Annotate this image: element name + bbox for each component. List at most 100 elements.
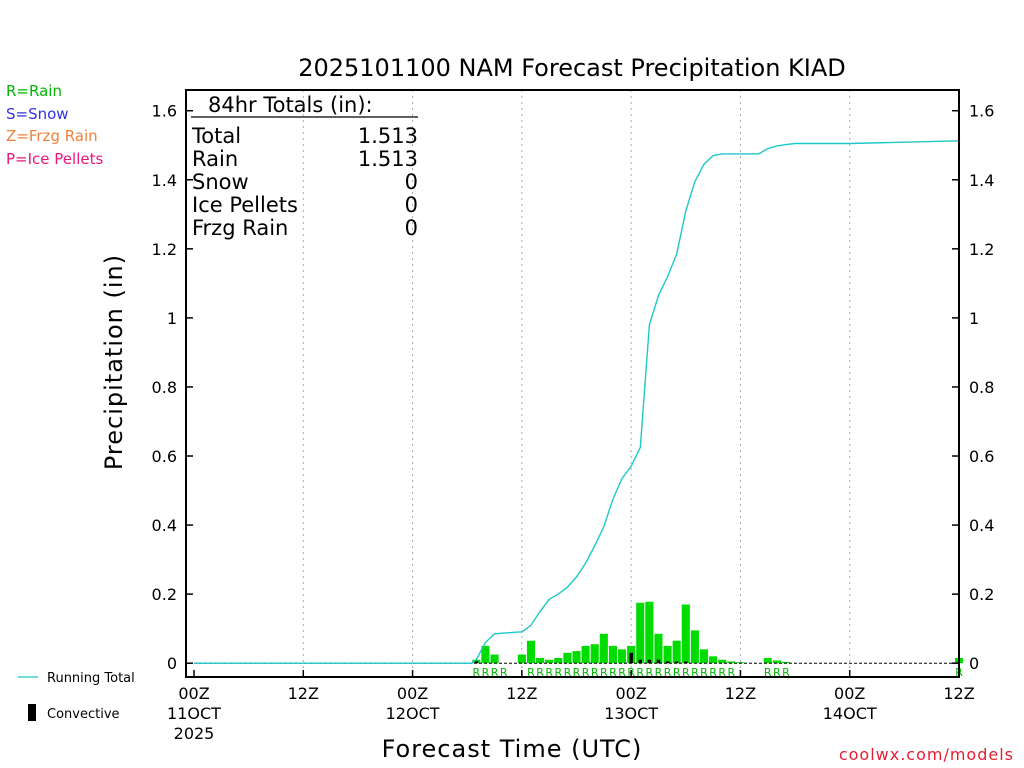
convective-bar-hour-50: [647, 659, 652, 664]
ptype-marker-1-57: R: [709, 666, 717, 679]
running-total-group: [194, 140, 960, 664]
totals-title: 84hr Totals (in):: [208, 93, 373, 117]
ptype-marker-2-64: R: [773, 666, 781, 679]
convective-bar-hour-53: [674, 661, 679, 664]
precip-bar-hour-41: [563, 652, 572, 664]
ptype-marker-1-50: R: [646, 666, 654, 679]
precip-bar-hour-42: [572, 651, 581, 664]
totals-value-snow: 0: [405, 170, 418, 194]
precip-bar-hour-47: [617, 649, 627, 664]
precip-bar-hour-39: [545, 659, 554, 664]
ptype-marker-1-56: R: [700, 666, 708, 679]
ytick-label-left-1: 0.2: [152, 585, 177, 604]
ptype-marker-0-34: R: [500, 666, 508, 679]
totals-box: 84hr Totals (in): Total 1.513 Rain 1.513…: [191, 93, 418, 240]
ptype-marker-1-37: R: [527, 666, 535, 679]
xtick-label-date-6: 14OCT: [823, 704, 877, 723]
y-axis-label: Precipitation (in): [100, 254, 128, 470]
ptype-marker-1-58: R: [718, 666, 726, 679]
legend-frzg-rain: Z=Frzg Rain: [6, 127, 98, 145]
ytick-label-left-2: 0.4: [152, 516, 177, 535]
ytick-label-right-8: 1.6: [969, 102, 994, 121]
totals-label-snow: Snow: [192, 170, 249, 194]
ptype-marker-1-51: R: [655, 666, 663, 679]
ptype-marker-1-47: R: [618, 666, 626, 679]
convective-bars: [474, 652, 688, 664]
xtick-label-time-7: 12Z: [943, 684, 974, 703]
ytick-label-left-0: 0: [167, 654, 177, 673]
ytick-label-right-4: 0.8: [969, 378, 994, 397]
precip-bar-hour-49: [636, 602, 645, 664]
legend-snow: S=Snow: [6, 105, 69, 123]
ptype-marker-1-54: R: [682, 666, 690, 679]
totals-value-total: 1.513: [358, 124, 418, 148]
ptype-marker-1-45: R: [600, 666, 608, 679]
ytick-label-left-4: 0.8: [152, 378, 177, 397]
precip-bar-hour-36: [517, 654, 526, 664]
ptype-marker-1-53: R: [673, 666, 681, 679]
precip-bar-hour-33: [490, 654, 499, 664]
ptype-marker-0-31: R: [472, 666, 480, 679]
ptype-marker-1-52: R: [664, 666, 672, 679]
ytick-label-left-6: 1.2: [152, 240, 177, 259]
ptype-marker-2-63: R: [764, 666, 772, 679]
precip-bars: [472, 601, 964, 664]
xtick-label-time-1: 12Z: [288, 684, 319, 703]
legend-rain: R=Rain: [6, 82, 62, 100]
precip-bar-hour-64: [772, 660, 781, 664]
xtick-label-time-6: 00Z: [834, 684, 865, 703]
precip-bar-hour-37: [526, 640, 536, 664]
totals-value-frzg-rain: 0: [405, 216, 418, 240]
precip-bar-hour-44: [590, 644, 599, 664]
chart-title: 2025101100 NAM Forecast Precipitation KI…: [298, 54, 846, 82]
ytick-label-left-5: 1: [167, 309, 177, 328]
precip-bar-hour-59: [727, 661, 736, 664]
totals-value-rain: 1.513: [358, 147, 418, 171]
ptype-marker-0-32: R: [482, 666, 490, 679]
ptype-marker-1-41: R: [564, 666, 572, 679]
ytick-label-right-2: 0.4: [969, 516, 994, 535]
plot-frame: [185, 89, 960, 678]
legend-ice-pellets: P=Ice Pellets: [6, 150, 103, 168]
precip-bar-hour-32: [481, 645, 490, 664]
xtick-label-year-0: 2025: [174, 724, 215, 743]
ptype-marker-1-42: R: [573, 666, 581, 679]
totals-value-ice-pellets: 0: [405, 193, 418, 217]
ptype-marker-1-39: R: [545, 666, 553, 679]
totals-label-total: Total: [191, 124, 241, 148]
ytick-label-right-1: 0.2: [969, 585, 994, 604]
precip-bar-hour-60: [736, 662, 745, 664]
ytick-label-left-8: 1.6: [152, 102, 177, 121]
xtick-label-date-4: 13OCT: [604, 704, 658, 723]
precip-bar-hour-40: [554, 658, 563, 664]
ptype-marker-1-55: R: [691, 666, 699, 679]
vertical-gridlines: [302, 90, 851, 677]
convective-bar-hour-48: [629, 652, 633, 664]
precip-bar-hour-45: [599, 633, 608, 664]
xtick-label-time-3: 12Z: [506, 684, 537, 703]
ptype-marker-1-38: R: [536, 666, 544, 679]
precip-bar-hour-55: [690, 630, 699, 664]
ptype-marker-1-46: R: [609, 666, 617, 679]
xtick-label-time-0: 00Z: [178, 684, 209, 703]
ytick-label-left-3: 0.6: [152, 447, 177, 466]
convective-bar-hour-51: [656, 659, 661, 664]
running-total-line: [194, 140, 960, 664]
totals-label-ice-pellets: Ice Pellets: [192, 193, 298, 217]
xtick-label-date-0: 11OCT: [167, 704, 221, 723]
ytick-label-right-3: 0.6: [969, 447, 994, 466]
convective-bar-hour-49: [638, 659, 642, 664]
ytick-label-right-5: 1: [969, 309, 979, 328]
ptype-marker-1-44: R: [591, 666, 599, 679]
precip-bar-hour-43: [581, 645, 590, 664]
convective-bar-hour-54: [684, 661, 688, 664]
totals-label-frzg-rain: Frzg Rain: [192, 216, 288, 240]
precip-bar-hour-58: [718, 659, 727, 664]
precip-bar-hour-56: [699, 649, 709, 664]
ptype-marker-2-65: R: [782, 666, 790, 679]
xtick-label-date-2: 12OCT: [386, 704, 440, 723]
xtick-label-time-2: 00Z: [397, 684, 428, 703]
credit-link[interactable]: coolwx.com/models: [839, 745, 1014, 764]
precip-bar-hour-54: [681, 604, 690, 664]
